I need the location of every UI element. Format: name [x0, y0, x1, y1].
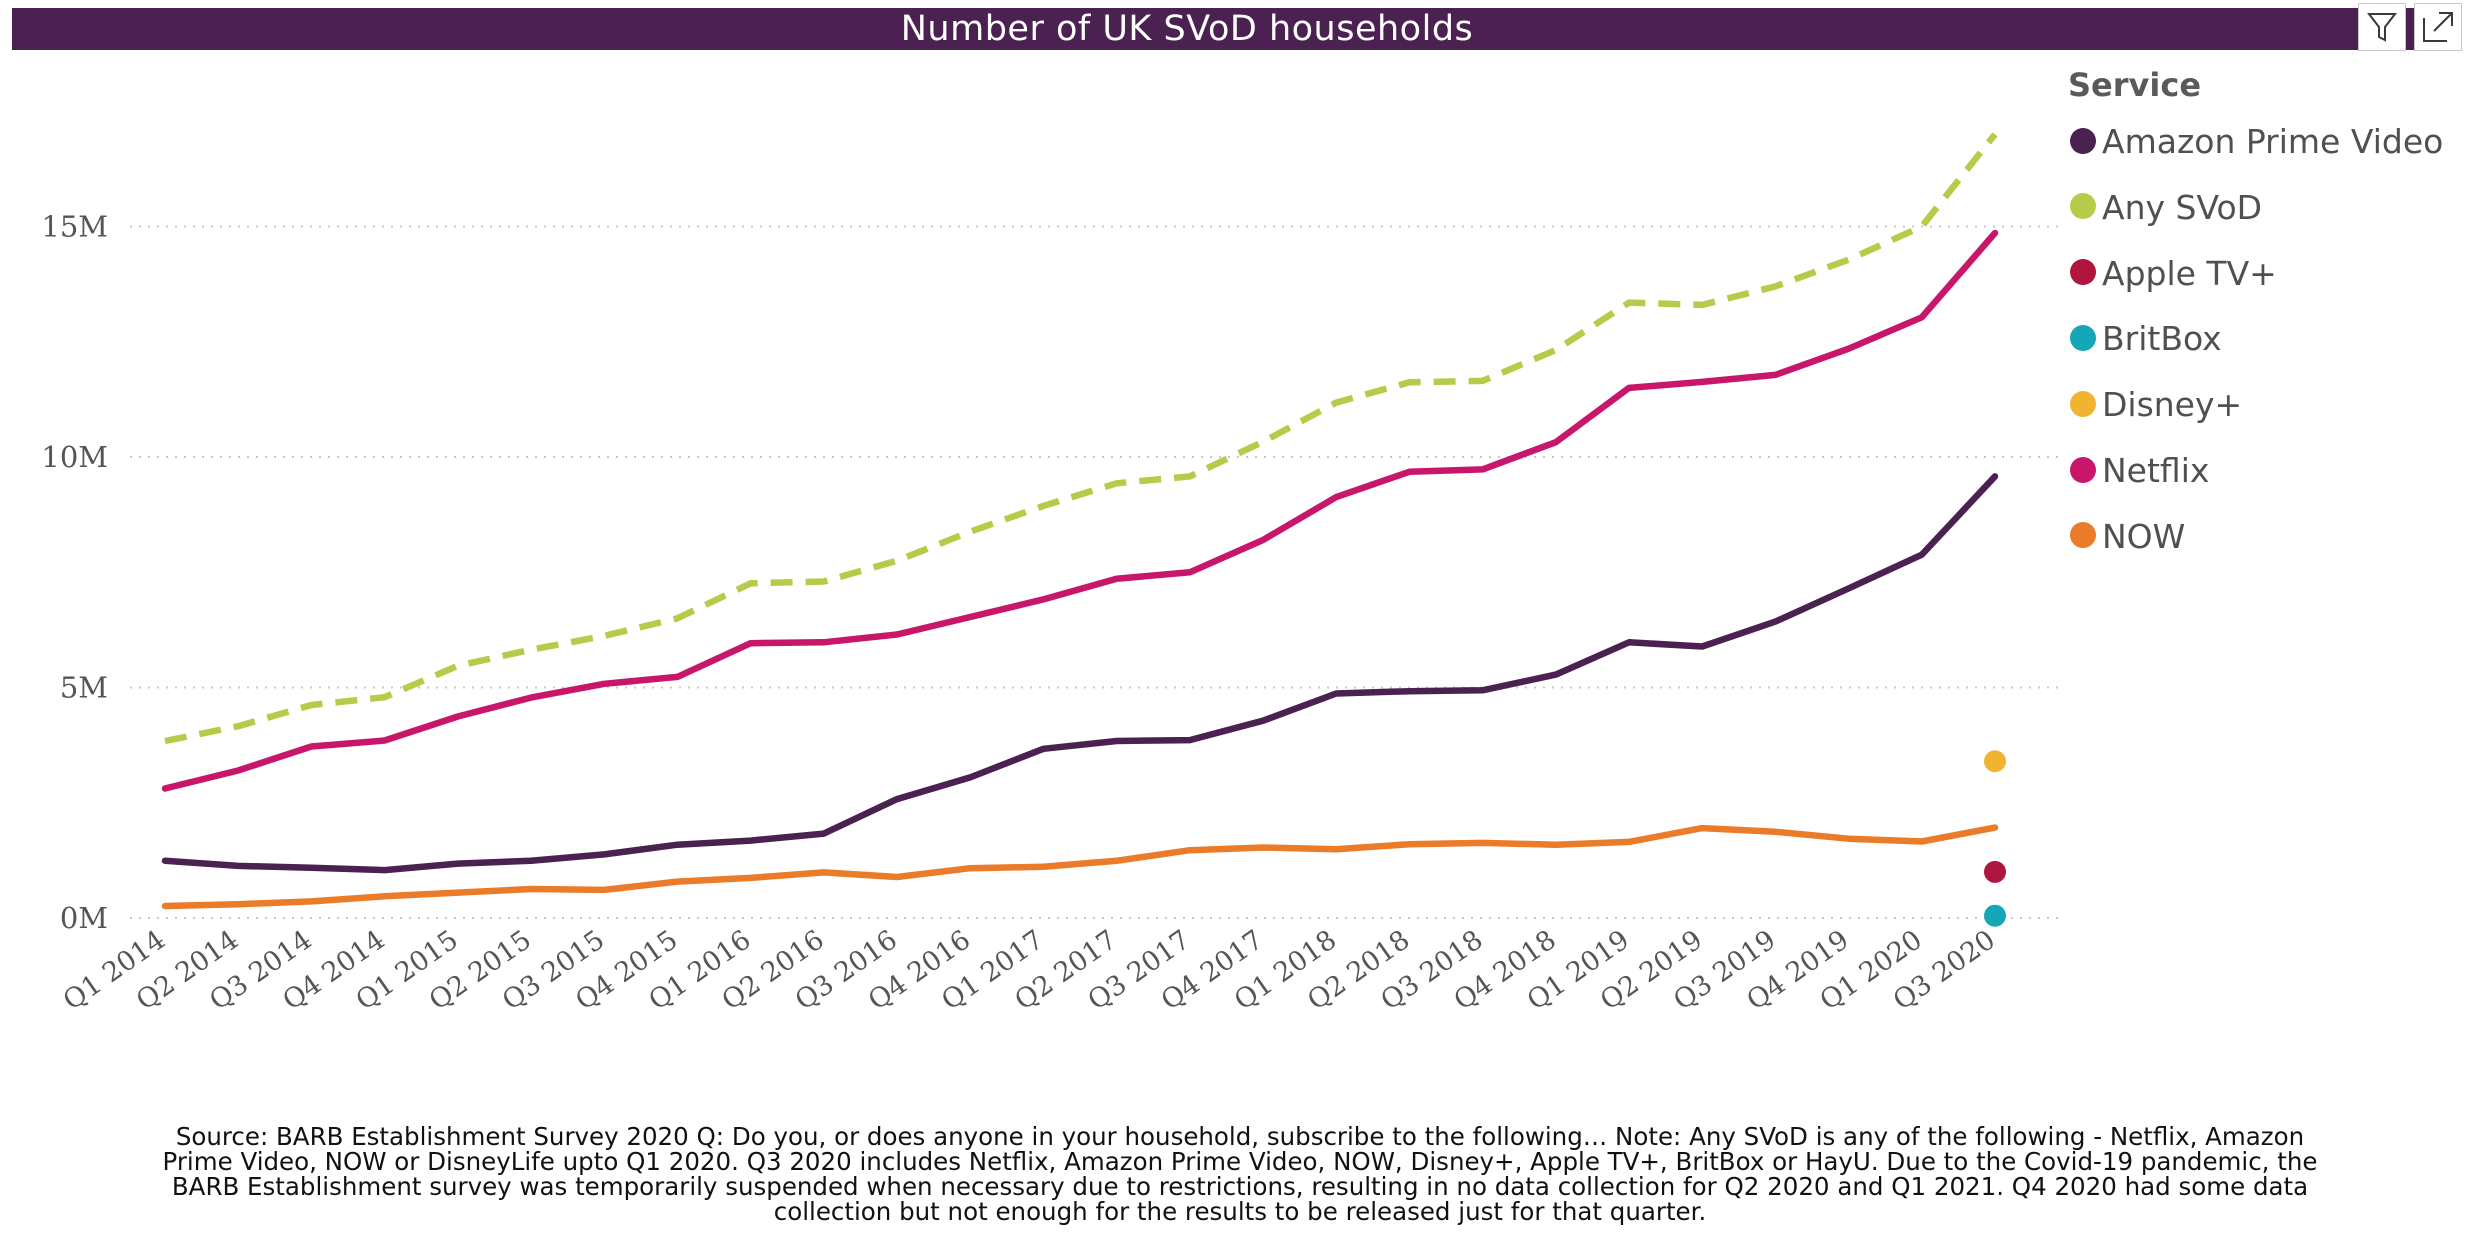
series-lines	[161, 132, 1999, 910]
legend-item[interactable]: NOW	[2070, 515, 2185, 559]
legend-label: Any SVoD	[2102, 187, 2263, 227]
series-line[interactable]	[161, 824, 1999, 910]
gridlines	[130, 225, 2060, 919]
source-footnote: Source: BARB Establishment Survey 2020 Q…	[162, 1122, 2318, 1226]
legend-marker	[2070, 324, 2096, 351]
legend-marker	[2070, 390, 2096, 417]
series-line[interactable]	[161, 473, 1999, 874]
chart-title: Number of UK SVoD households	[900, 9, 1474, 49]
filter-button[interactable]	[2358, 3, 2406, 51]
data-point[interactable]	[1984, 750, 2006, 773]
data-point[interactable]	[1984, 904, 2006, 927]
legend-label: Netflix	[2102, 451, 2210, 490]
focus-mode-button[interactable]	[2414, 3, 2462, 51]
focus-mode-icon	[2423, 12, 2453, 42]
legend-marker	[2070, 456, 2096, 483]
legend-item[interactable]: BritBox	[2070, 317, 2222, 361]
legend-title: Service	[2068, 66, 2202, 104]
legend-marker	[2070, 522, 2096, 549]
legend-label: NOW	[2102, 516, 2186, 556]
series-line[interactable]	[164, 132, 1998, 745]
legend-item[interactable]: Disney+	[2070, 383, 2242, 427]
filter-icon	[2366, 13, 2398, 42]
legend-item[interactable]: Any SVoD	[2070, 186, 2262, 230]
y-tick-label: 15M	[41, 210, 108, 244]
legend-marker	[2070, 127, 2096, 154]
title-bar: Number of UK SVoD households	[12, 8, 2462, 50]
legend-item[interactable]: Apple TV+	[2070, 252, 2277, 296]
y-axis-ticks: 0M 5M 10M 15M	[41, 210, 108, 936]
legend-label: Apple TV+	[2102, 253, 2277, 293]
series-line[interactable]	[161, 229, 1999, 792]
legend-item[interactable]: Amazon Prime Video	[2070, 120, 2443, 164]
legend-label: Disney+	[2102, 385, 2243, 425]
legend-marker	[2070, 259, 2096, 286]
legend-item[interactable]: Netflix	[2070, 449, 2209, 493]
legend-label: BritBox	[2102, 319, 2222, 359]
y-tick-label: 5M	[60, 671, 108, 705]
legend-label: Amazon Prime Video	[2102, 122, 2444, 161]
y-tick-label: 10M	[41, 440, 108, 474]
series-points	[1984, 750, 2006, 927]
data-point[interactable]	[1984, 860, 2006, 883]
legend-marker	[2070, 193, 2096, 220]
y-tick-label: 0M	[60, 901, 108, 935]
